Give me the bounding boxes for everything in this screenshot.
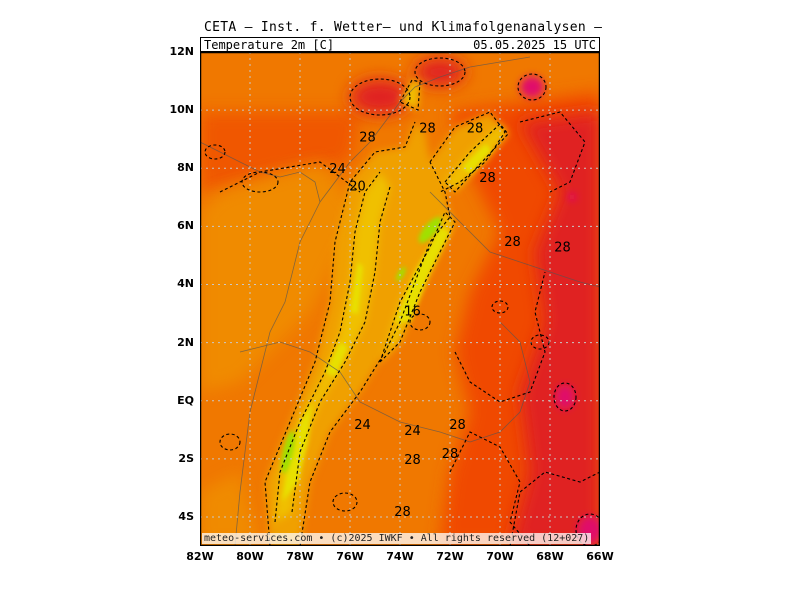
contour-label: 28	[404, 453, 421, 468]
lat-label: 4N	[177, 277, 194, 291]
temperature-map: 28 28 28 24 28 20 28 28 16 24 24 28 28 28 28	[200, 52, 600, 546]
datetime-label: 05.05.2025 15 UTC	[473, 38, 596, 52]
contour-label: 24	[354, 418, 371, 433]
contour-lines	[204, 57, 600, 546]
andes-cooler	[282, 144, 492, 502]
lon-label: 82W	[186, 550, 214, 563]
contour-label: 24	[329, 162, 346, 177]
contour-label: 20	[349, 180, 366, 195]
contour-label: 16	[404, 305, 421, 320]
lon-label: 78W	[286, 550, 314, 563]
lat-label: 10N	[169, 103, 194, 117]
contour-label: 28	[394, 505, 411, 520]
variable-label: Temperature 2m [C]	[204, 38, 335, 52]
lon-label: 70W	[486, 550, 514, 563]
contour-label: 28	[449, 418, 466, 433]
lat-label: 2S	[178, 451, 194, 465]
contour-label: 28	[554, 241, 571, 256]
contour-label: 28	[419, 122, 436, 137]
lat-label: 8N	[177, 161, 194, 175]
lat-label: 12N	[169, 45, 194, 58]
map-title: CETA — Inst. f. Wetter— und Klimafolgena…	[204, 20, 603, 35]
hot-region	[350, 58, 600, 546]
contour-label: 28	[359, 130, 376, 145]
contour-label: 24	[404, 424, 421, 439]
contour-label: 28	[467, 122, 484, 137]
lon-label: 74W	[386, 550, 414, 563]
mild-region	[200, 162, 360, 546]
lat-label: 4S	[178, 509, 194, 523]
contour-value-labels: 28 28 28 24 28 20 28 28 16 24 24 28 28 28 28	[329, 122, 571, 521]
lon-label: 72W	[436, 550, 464, 563]
copyright-footer: meteo-services.com • (c)2025 IWKF • All …	[202, 533, 592, 544]
lat-label: EQ	[177, 393, 194, 407]
contour-label: 28	[442, 447, 459, 462]
lon-label: 80W	[236, 550, 264, 563]
contour-label: 28	[504, 235, 521, 250]
lat-label: 6N	[177, 219, 194, 233]
contour-label: 28	[479, 171, 496, 186]
lon-label: 66W	[586, 550, 614, 563]
lat-label: 2N	[177, 335, 194, 349]
lon-label: 68W	[536, 550, 564, 563]
subtitle-bar: Temperature 2m [C] 05.05.2025 15 UTC	[200, 37, 600, 52]
lon-label: 76W	[336, 550, 364, 563]
